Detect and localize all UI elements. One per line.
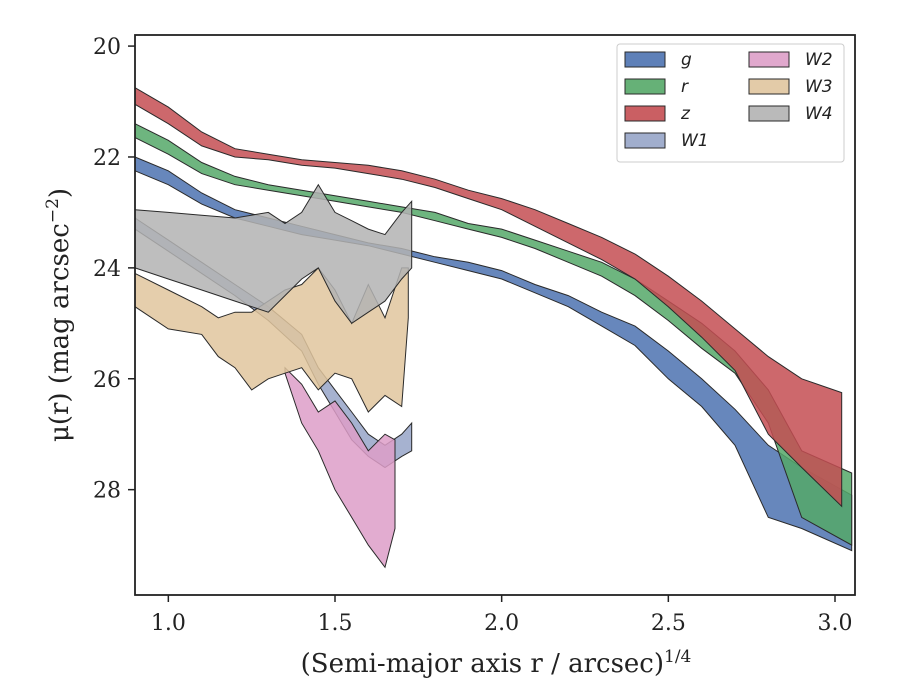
x-axis-title: (Semi-major axis r / arcsec)1/4 — [301, 647, 692, 679]
axis-ticks: 1.0 1.5 2.0 2.5 3.0 20 22 24 26 28 — [93, 35, 853, 636]
legend-label-z: z — [680, 104, 691, 124]
legend-label-r: r — [681, 77, 689, 97]
y-tick-label: 26 — [93, 368, 121, 393]
legend-swatch-w1 — [624, 132, 666, 149]
x-tick-label: 1.0 — [151, 611, 186, 636]
y-tick-label: 24 — [93, 257, 121, 282]
series-areas — [134, 86, 853, 569]
legend-label-g: g — [681, 50, 692, 70]
legend-swatch-g — [624, 51, 666, 68]
x-tick-label: 3.0 — [818, 611, 853, 636]
legend-swatch-z — [624, 105, 666, 122]
y-axis-title: μ(r) (mag arcsec−2) — [43, 188, 75, 442]
y-tick-label: 22 — [93, 146, 121, 171]
series-band-z — [134, 86, 843, 508]
series-band-w2 — [284, 366, 396, 569]
x-tick-label: 1.5 — [318, 611, 353, 636]
legend-swatch-w3 — [748, 78, 790, 95]
legend-label-w2: W2 — [805, 50, 833, 70]
x-tick-label: 2.0 — [484, 611, 519, 636]
y-tick-label: 28 — [93, 479, 121, 504]
y-tick-label: 20 — [93, 35, 121, 60]
series-band-w4 — [134, 183, 413, 324]
legend-box — [616, 43, 845, 163]
legend-swatch-r — [624, 78, 666, 95]
legend-label-w1: W1 — [681, 131, 709, 151]
plot-frame — [134, 34, 856, 596]
axes-frame — [134, 34, 856, 596]
x-tick-label: 2.5 — [651, 611, 686, 636]
legend: grz W1 W2 W3 W4 — [616, 43, 845, 163]
legend-label-w4: W4 — [805, 104, 833, 124]
legend-swatch-w4 — [748, 105, 790, 122]
legend-label-w3: W3 — [805, 77, 833, 97]
legend-swatch-w2 — [748, 51, 790, 68]
